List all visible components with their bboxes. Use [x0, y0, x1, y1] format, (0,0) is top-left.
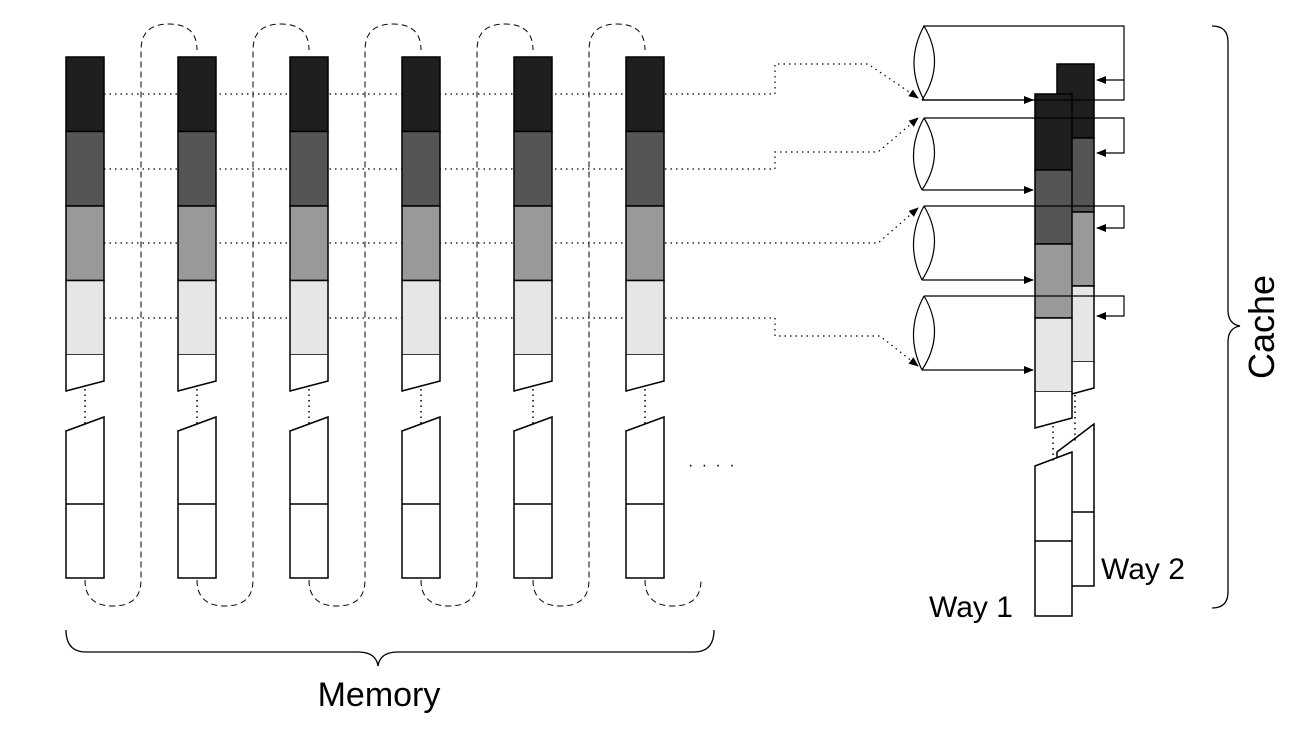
- cache-label: Cache: [1241, 275, 1282, 379]
- way1-line-set0: [1034, 93, 1073, 171]
- mapping-line-set0: [104, 63, 919, 99]
- cache-brace: [1211, 25, 1241, 609]
- memory-block-cut-top: [177, 355, 217, 392]
- mapping-line-set3: [104, 317, 919, 367]
- memory-block-cut-bottom: [401, 415, 441, 579]
- memory-brace: [65, 629, 715, 667]
- memory-block-set3: [177, 279, 217, 356]
- memory-block-cut-bottom: [513, 415, 553, 579]
- way1-line-set1: [1034, 169, 1073, 245]
- set0-arrow: [921, 25, 1125, 101]
- memory-ellipsis: · · · ·: [688, 457, 737, 474]
- memory-block-cut-bottom: [177, 415, 217, 579]
- way-1-label: Way 1: [929, 591, 1013, 624]
- memory-block-set3: [625, 279, 665, 356]
- memory-block-set0: [289, 56, 329, 133]
- memory-block-set1: [177, 130, 217, 207]
- memory-block-set2: [177, 205, 217, 282]
- memory-block-set3: [513, 279, 553, 356]
- way1-cut-bottom: [1034, 450, 1073, 617]
- memory-block-set3: [289, 279, 329, 356]
- memory-columns: [65, 56, 665, 579]
- memory-column: [65, 56, 105, 579]
- memory-label: Memory: [318, 676, 441, 714]
- cache-way-1: [1034, 93, 1073, 617]
- memory-block-set2: [401, 205, 441, 282]
- memory-column: [625, 56, 665, 579]
- memory-column: [401, 56, 441, 579]
- memory-block-cut-bottom: [625, 415, 665, 579]
- memory-block-set0: [65, 56, 105, 133]
- memory-block-cut-bottom: [289, 415, 329, 579]
- memory-block-set2: [289, 205, 329, 282]
- memory-block-set0: [625, 56, 665, 133]
- memory-block-set0: [401, 56, 441, 133]
- memory-block-cut-top: [289, 355, 329, 392]
- memory-block-set2: [65, 205, 105, 282]
- cache-set-arrows: [912, 25, 1125, 374]
- mapping-line-set1: [104, 117, 919, 170]
- memory-block-cut-top: [513, 355, 553, 392]
- memory-column: [513, 56, 553, 579]
- memory-block-set1: [65, 130, 105, 207]
- memory-block-set1: [625, 130, 665, 207]
- way1-line-set3: [1034, 317, 1073, 393]
- memory-block-set3: [401, 279, 441, 356]
- memory-block-set3: [65, 279, 105, 356]
- mapping-line-set2: [104, 207, 919, 244]
- memory-block-cut-top: [401, 355, 441, 392]
- memory-block-cut-bottom: [65, 415, 105, 579]
- way1-cut-top: [1034, 392, 1073, 429]
- memory-traversal-path: [84, 23, 702, 607]
- way1-line-set2: [1034, 243, 1073, 319]
- memory-block-set2: [513, 205, 553, 282]
- mapping-lines: [104, 63, 919, 367]
- memory-block-set1: [401, 130, 441, 207]
- memory-block-set1: [289, 130, 329, 207]
- memory-block-set2: [625, 205, 665, 282]
- memory-block-set1: [513, 130, 553, 207]
- way-2-label: Way 2: [1101, 553, 1185, 586]
- memory-block-set0: [513, 56, 553, 133]
- memory-column: [289, 56, 329, 579]
- memory-block-set0: [177, 56, 217, 133]
- memory-column: [177, 56, 217, 579]
- memory-block-cut-top: [65, 355, 105, 392]
- memory-block-cut-top: [625, 355, 665, 392]
